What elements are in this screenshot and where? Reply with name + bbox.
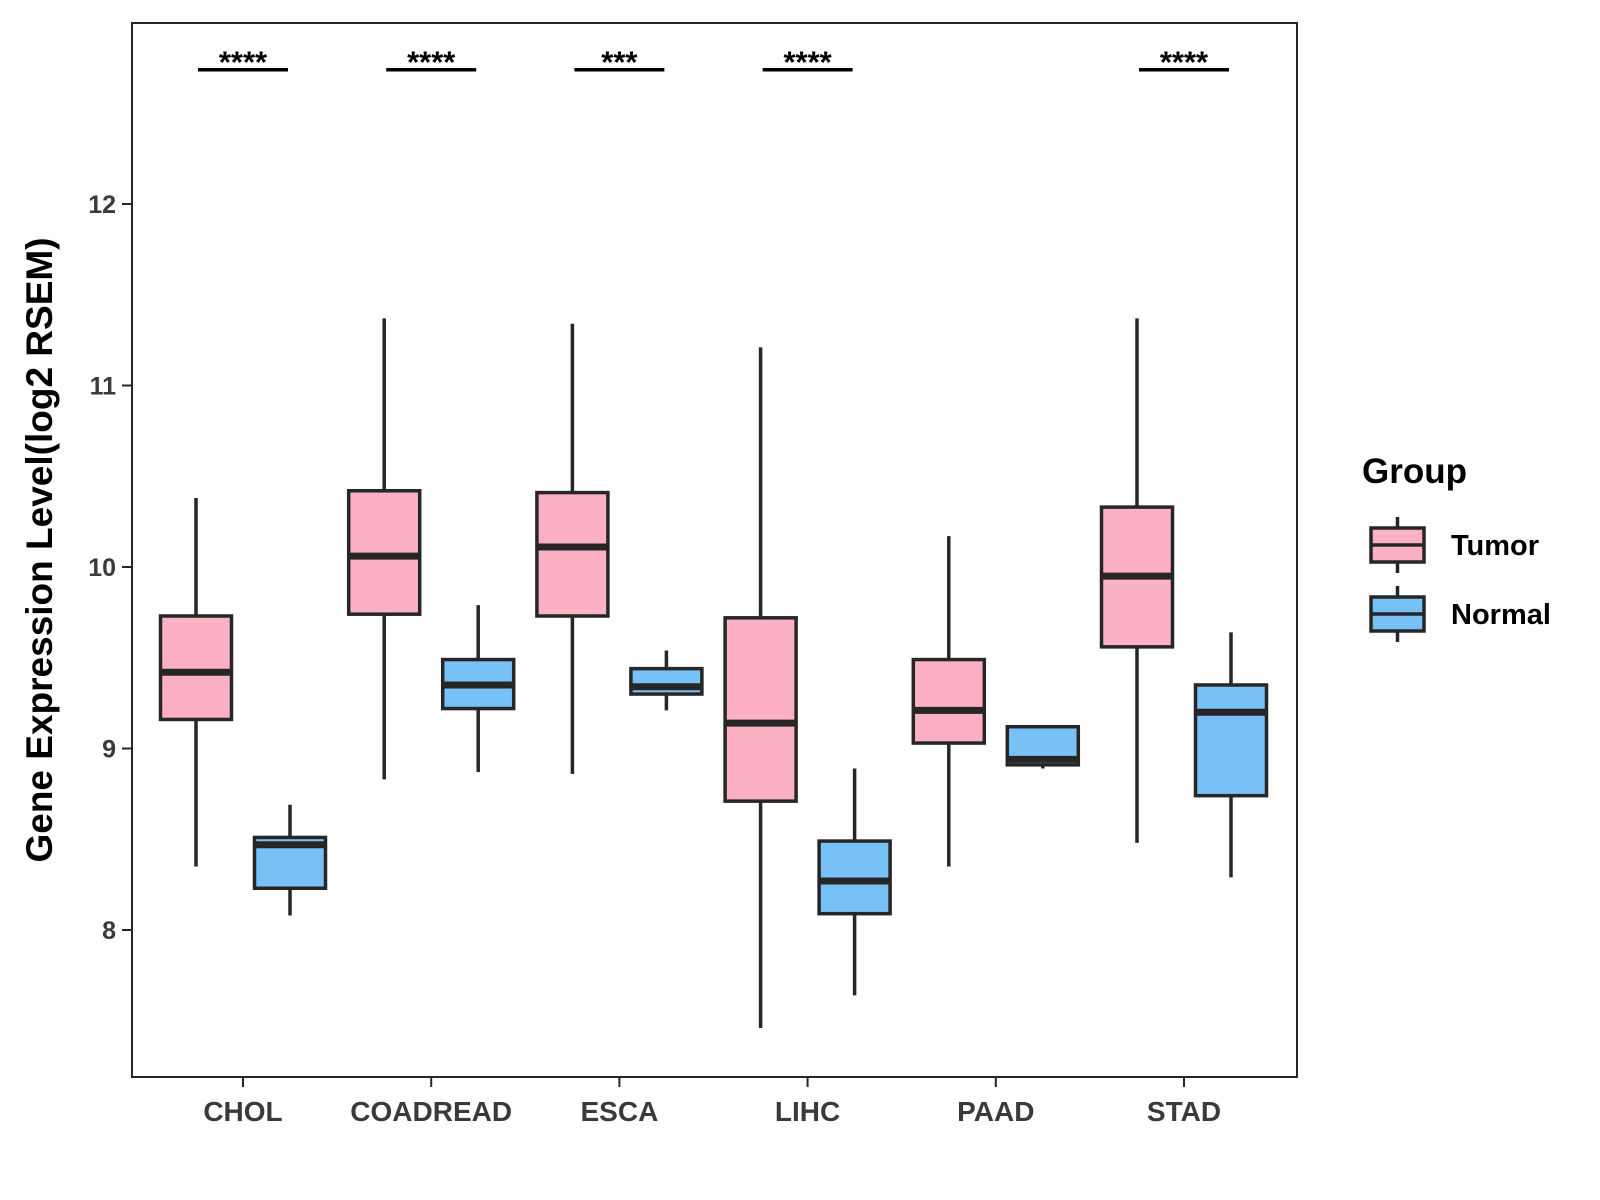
box-tumor-lihc bbox=[723, 347, 798, 1029]
y-tick-label: 12 bbox=[88, 191, 116, 219]
significance-label: **** bbox=[219, 45, 268, 80]
box-normal-stad bbox=[1193, 632, 1269, 878]
box-iqr bbox=[817, 839, 892, 916]
x-tick-label: CHOL bbox=[203, 1096, 282, 1127]
box-iqr bbox=[158, 614, 234, 722]
axes-layer: 8 9 10 11 12 CHOL COADREAD ESCA LIHC PAAD STAD bbox=[88, 191, 1221, 1127]
box-iqr bbox=[1193, 683, 1269, 798]
box-iqr bbox=[346, 489, 422, 616]
boxes-layer bbox=[158, 318, 1269, 1029]
box-tumor-chol bbox=[158, 498, 234, 867]
box-normal-esca bbox=[629, 650, 704, 711]
x-tick-label: PAAD bbox=[957, 1096, 1034, 1127]
legend-label: Tumor bbox=[1451, 530, 1539, 562]
significance-label: **** bbox=[783, 45, 832, 80]
y-tick-label: 8 bbox=[102, 917, 116, 945]
significance-label: **** bbox=[407, 45, 456, 80]
y-tick-label: 9 bbox=[102, 736, 116, 764]
box-tumor-coadread bbox=[346, 318, 422, 780]
box-normal-lihc bbox=[817, 768, 892, 996]
legend-entry-tumor: Tumor bbox=[1369, 517, 1539, 573]
x-tick-label: STAD bbox=[1147, 1096, 1221, 1127]
y-tick-label: 11 bbox=[90, 373, 117, 401]
significance-label: **** bbox=[1160, 45, 1209, 80]
box-tumor-stad bbox=[1099, 318, 1175, 843]
x-tick-label: ESCA bbox=[581, 1096, 659, 1127]
x-tick-label: COADREAD bbox=[350, 1096, 512, 1127]
box-normal-coadread bbox=[440, 605, 516, 773]
box-iqr bbox=[911, 657, 987, 745]
box-iqr bbox=[535, 490, 610, 618]
box-tumor-esca bbox=[535, 323, 610, 774]
x-tick-label: LIHC bbox=[775, 1096, 840, 1127]
legend-label: Normal bbox=[1451, 599, 1551, 631]
box-normal-chol bbox=[252, 804, 328, 916]
significance-label: *** bbox=[601, 45, 638, 80]
legend-title: Group bbox=[1362, 452, 1467, 491]
box-iqr bbox=[723, 616, 798, 803]
box-normal-paad bbox=[1005, 724, 1081, 769]
box-tumor-paad bbox=[911, 536, 987, 867]
y-tick-label: 10 bbox=[88, 554, 116, 582]
legend-entry-normal: Normal bbox=[1369, 586, 1551, 642]
legend: Group Tumor Normal bbox=[1362, 452, 1551, 642]
y-axis-title: Gene Expression Level(log2 RSEM) bbox=[19, 237, 60, 862]
significance-layer: **** **** *** **** **** bbox=[198, 45, 1229, 80]
